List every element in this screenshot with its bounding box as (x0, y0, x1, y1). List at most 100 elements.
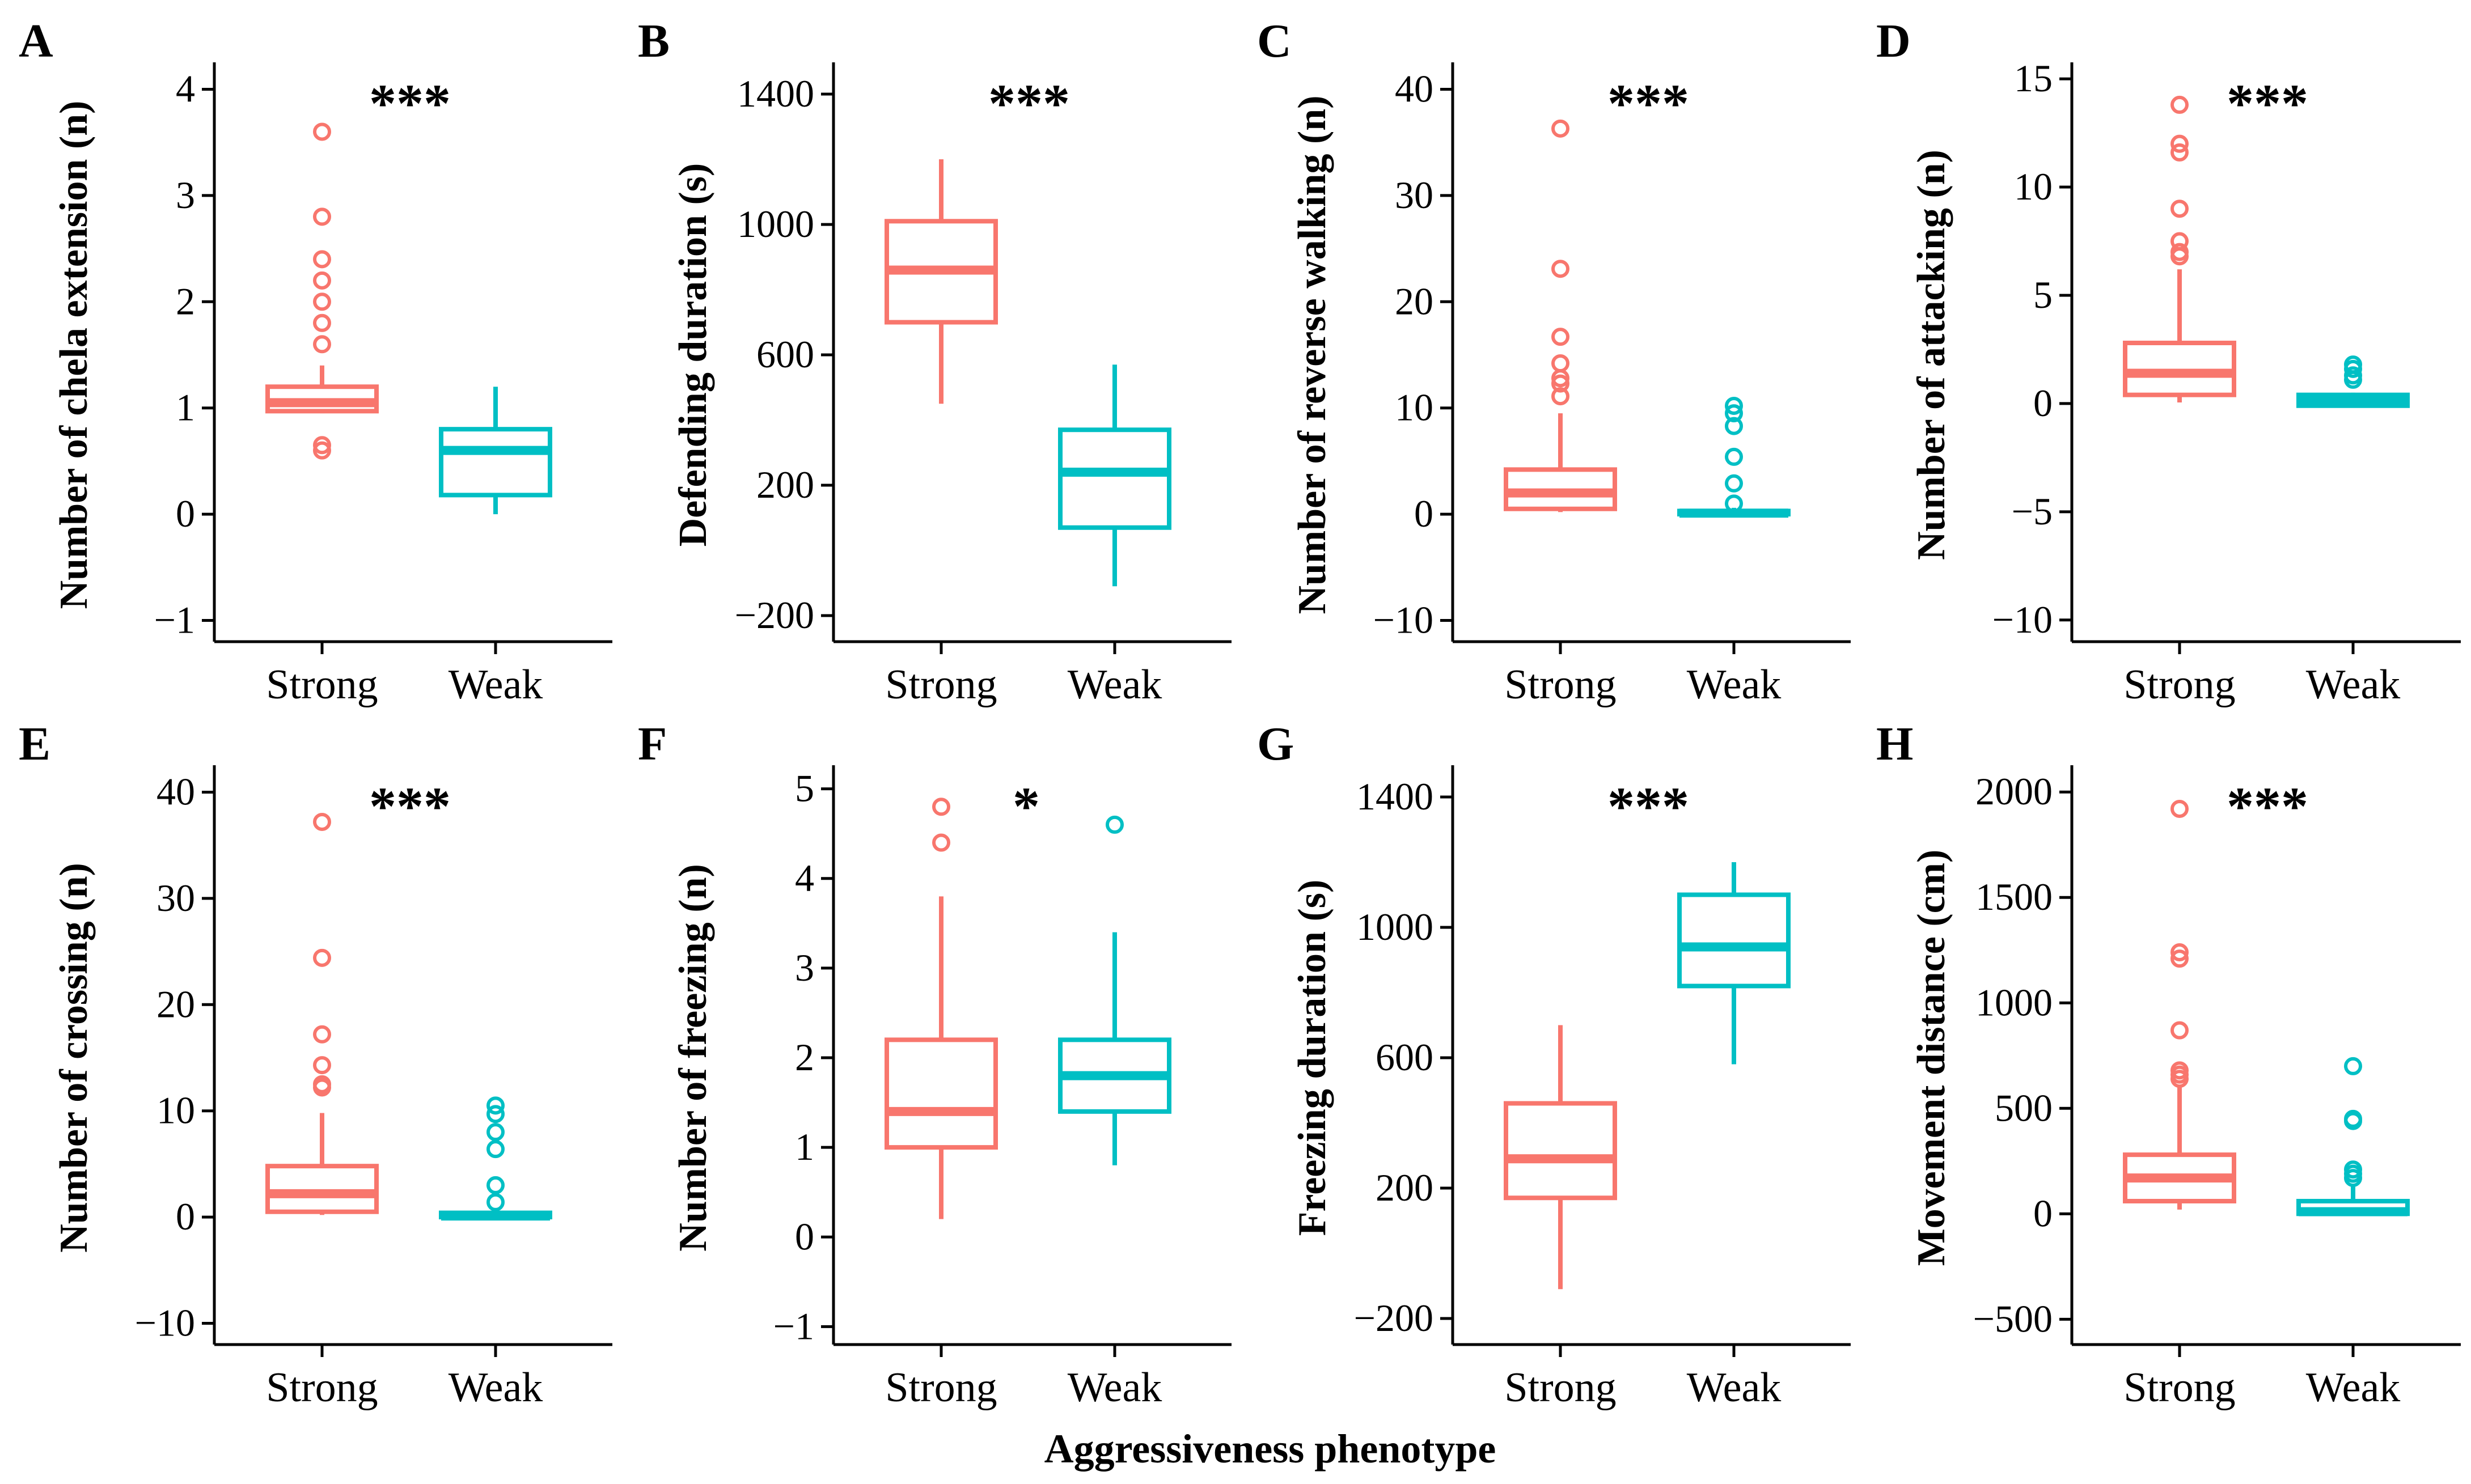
iqr-box (439, 427, 552, 498)
box-weak (2296, 1057, 2410, 1216)
y-tick-label: −10 (1373, 599, 1433, 642)
iqr-box (1504, 1101, 1617, 1201)
outlier-point (2344, 359, 2362, 378)
y-tick-label: 0 (176, 492, 195, 535)
y-tick-label: 40 (1395, 67, 1433, 110)
outlier-point (313, 250, 331, 269)
outlier-point (2344, 370, 2362, 389)
panel-letter: H (1876, 718, 1913, 770)
box-strong (265, 122, 379, 460)
outlier-point (313, 436, 331, 455)
box-weak (1677, 862, 1791, 1065)
outlier-point (313, 1025, 331, 1044)
outlier-point (313, 292, 331, 311)
x-tick-label: Weak (1687, 1364, 1782, 1411)
box-weak (2296, 355, 2410, 408)
y-tick-label: 2 (176, 279, 195, 323)
outlier-point (932, 798, 950, 816)
outlier-point (2170, 949, 2189, 968)
box-strong (885, 159, 998, 404)
y-tick-label: 200 (1376, 1166, 1433, 1209)
y-tick-label: 2000 (1975, 770, 2053, 813)
outlier-point (2170, 200, 2189, 218)
y-tick-label: 40 (156, 770, 195, 813)
outlier-point (486, 1193, 505, 1211)
outlier-point (313, 122, 331, 141)
x-tick-label: Strong (1504, 1364, 1616, 1411)
outlier-point (1551, 119, 1569, 138)
outlier-point (1551, 374, 1569, 393)
x-tick-label: Strong (885, 662, 997, 708)
significance-stars: *** (988, 73, 1070, 134)
y-tick-label: 0 (1414, 492, 1433, 535)
x-tick-label: Strong (266, 1364, 378, 1411)
panel-a-y-axis-label: Number of chela extension (n) (52, 101, 96, 609)
panel-letter: G (1257, 718, 1294, 770)
y-tick-label: 2 (795, 1036, 814, 1079)
outlier-point (2170, 1070, 2189, 1088)
box-strong (2123, 95, 2236, 403)
panel-d: −10 −5 0 5 10 15 Number of attacking (n) D *** St… (1876, 15, 2461, 708)
panel-a: −1 0 1 2 3 4 Number of chela extension (n) A ***… (19, 15, 612, 708)
outlier-point (313, 1078, 331, 1097)
outlier-point (2344, 1112, 2362, 1130)
y-tick-label: −10 (135, 1301, 195, 1345)
outlier-point (313, 948, 331, 967)
panel-g: −200 200 600 1000 1400 Freezing duration (s) G… (1257, 718, 1851, 1411)
y-tick-label: 5 (795, 767, 814, 810)
y-tick-label: 5 (2033, 273, 2053, 316)
outlier-point (1725, 417, 1743, 435)
y-tick-label: 20 (156, 982, 195, 1025)
x-tick-label: Weak (1068, 1364, 1162, 1411)
y-tick-label: 600 (756, 333, 814, 376)
panel-letter: B (638, 15, 670, 67)
figure-x-axis-label: Aggressiveness phenotype (1044, 1426, 1496, 1472)
outlier-point (1725, 396, 1743, 415)
x-tick-label: Weak (2306, 662, 2401, 708)
y-tick-label: 0 (2033, 381, 2053, 425)
x-tick-label: Strong (1504, 662, 1616, 708)
outlier-point (486, 1123, 505, 1142)
outlier-point (486, 1140, 505, 1159)
box-strong (265, 812, 379, 1215)
y-tick-label: −200 (735, 593, 814, 637)
outlier-point (313, 271, 331, 290)
outlier-point (2170, 134, 2189, 153)
box-weak (439, 387, 552, 515)
outlier-point (2170, 95, 2189, 114)
significance-stars: * (1013, 776, 1040, 837)
y-tick-label: 500 (1995, 1086, 2053, 1129)
outlier-point (313, 335, 331, 354)
y-tick-label: 0 (795, 1215, 814, 1258)
panel-d-y-axis-label: Number of attacking (n) (1910, 150, 1953, 560)
y-tick-label: 1000 (1356, 905, 1433, 948)
x-tick-label: Weak (448, 662, 543, 708)
outlier-point (1551, 387, 1569, 406)
significance-stars: *** (1607, 73, 1689, 134)
panel-c: −10 0 10 20 30 40 Number of reverse walking (n… (1257, 15, 1851, 708)
x-tick-label: Weak (1068, 662, 1162, 708)
panel-h: −500 0 500 1000 1500 2000 Movement distance (c… (1876, 718, 2461, 1411)
y-tick-label: 15 (2014, 57, 2053, 100)
y-tick-label: −5 (2012, 490, 2053, 533)
x-tick-label: Weak (1687, 662, 1782, 708)
iqr-box (265, 1164, 379, 1214)
y-tick-label: −10 (1992, 598, 2053, 641)
outlier-point (2170, 1021, 2189, 1040)
y-tick-label: 1000 (737, 202, 814, 245)
panel-letter: D (1876, 15, 1911, 67)
outlier-point (313, 812, 331, 831)
x-tick-label: Strong (2123, 662, 2235, 708)
y-tick-label: −1 (154, 599, 195, 642)
significance-stars: *** (2227, 73, 2308, 134)
y-tick-label: −1 (773, 1304, 814, 1347)
y-tick-label: −500 (1973, 1297, 2053, 1340)
outlier-point (2170, 799, 2189, 818)
y-tick-label: 10 (156, 1089, 195, 1132)
panel-c-y-axis-label: Number of reverse walking (n) (1290, 95, 1334, 614)
outlier-point (2170, 143, 2189, 162)
box-weak (1058, 364, 1171, 587)
outlier-point (2170, 943, 2189, 961)
outlier-point (1551, 328, 1569, 346)
